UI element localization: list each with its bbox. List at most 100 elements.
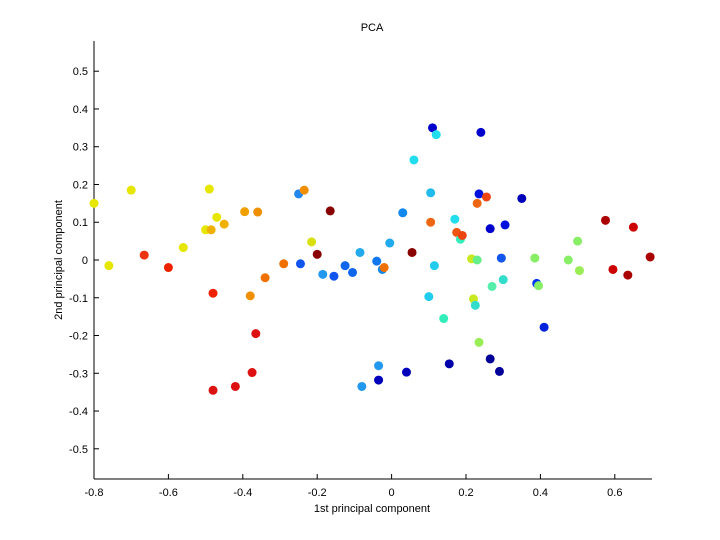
scatter-point	[385, 238, 395, 248]
y-tick-label: -0.4	[69, 406, 88, 418]
chart-title: PCA	[361, 22, 384, 34]
scatter-point	[457, 230, 467, 240]
scatter-point	[307, 237, 317, 247]
scatter-point	[374, 361, 384, 371]
scatter-point	[424, 292, 434, 302]
scatter-point	[357, 381, 367, 391]
scatter-point	[251, 329, 261, 339]
scatter-point	[340, 261, 350, 271]
x-tick-label: -0.2	[308, 487, 327, 499]
scatter-point	[299, 185, 309, 195]
scatter-point	[295, 259, 305, 269]
scatter-point	[208, 288, 218, 298]
scatter-point	[645, 252, 655, 262]
scatter-point	[247, 368, 257, 378]
y-tick-label: 0	[82, 255, 88, 267]
scatter-point	[426, 188, 436, 198]
scatter-point	[498, 275, 508, 285]
y-tick-label: -0.5	[69, 444, 88, 456]
scatter-point	[329, 271, 339, 281]
scatter-point	[279, 259, 289, 269]
scatter-point	[428, 123, 438, 133]
scatter-point	[372, 256, 382, 266]
scatter-point	[573, 236, 583, 246]
scatter-point	[450, 214, 460, 224]
scatter-point	[426, 217, 436, 227]
x-tick-label: 0.4	[533, 487, 548, 499]
y-axis-title: 2nd principal component	[53, 200, 65, 320]
scatter-point	[253, 207, 263, 217]
scatter-point	[374, 375, 384, 385]
scatter-point	[474, 189, 484, 199]
scatter-point	[563, 255, 573, 265]
y-tick-label: 0.5	[73, 66, 88, 78]
scatter-point	[240, 207, 250, 217]
y-tick-label: -0.3	[69, 368, 88, 380]
scatter-point	[444, 359, 454, 369]
scatter-point	[534, 281, 544, 291]
scatter-point	[472, 198, 482, 208]
scatter-point	[348, 267, 358, 277]
scatter-point	[104, 261, 114, 271]
scatter-point	[260, 273, 270, 283]
y-tick-label: -0.2	[69, 331, 88, 343]
scatter-point	[429, 261, 439, 271]
scatter-point	[485, 354, 495, 364]
scatter-point	[379, 263, 389, 273]
scatter-point	[139, 250, 149, 260]
scatter-point	[212, 212, 222, 222]
scatter-point	[318, 269, 328, 279]
scatter-point	[409, 155, 419, 165]
scatter-point	[398, 208, 408, 218]
scatter-point	[230, 381, 240, 391]
scatter-point	[325, 206, 335, 216]
scatter-point	[204, 184, 214, 194]
x-tick-label: 0.6	[607, 487, 622, 499]
x-tick-label: 0.2	[458, 487, 473, 499]
scatter-point	[601, 215, 610, 225]
scatter-point	[126, 185, 136, 195]
x-tick-label: 0	[389, 487, 395, 499]
scatter-point	[245, 291, 255, 301]
x-tick-label: -0.6	[159, 487, 178, 499]
y-tick-label: 0.2	[73, 179, 88, 191]
scatter-point	[439, 314, 449, 324]
scatter-point	[206, 225, 216, 235]
scatter-point	[481, 192, 491, 202]
scatter-point	[530, 253, 540, 263]
x-axis-title: 1st principal component	[314, 503, 430, 515]
scatter-point	[474, 337, 484, 347]
scatter-point	[574, 266, 584, 276]
y-tick-label: 0.3	[73, 142, 88, 154]
y-tick-label: 0.4	[73, 104, 88, 116]
scatter-point	[163, 263, 173, 273]
scatter-point	[89, 198, 99, 208]
scatter-point	[539, 322, 549, 332]
scatter-point	[208, 385, 218, 395]
scatter-point	[500, 220, 510, 230]
x-tick-label: -0.4	[233, 487, 252, 499]
scatter-point	[431, 130, 441, 140]
scatter-point	[355, 247, 365, 257]
scatter-point	[628, 222, 638, 232]
x-tick-label: -0.8	[85, 487, 104, 499]
scatter-point	[178, 243, 188, 253]
scatter-point	[312, 249, 322, 259]
scatter-point	[494, 366, 504, 376]
x-ticks: -0.8 -0.6 -0.4 -0.2 0 0.2 0.4 0.6	[85, 474, 622, 499]
scatter-point	[623, 270, 633, 280]
scatter-point	[470, 300, 480, 310]
scatter-point	[401, 367, 411, 377]
data-points	[89, 123, 655, 395]
y-tick-label: -0.1	[69, 293, 88, 305]
y-ticks: -0.5 -0.4 -0.3 -0.2 -0.1 0 0.1 0.2 0.3 0.4 0.5	[69, 66, 99, 456]
scatter-point	[608, 264, 618, 274]
scatter-point	[407, 247, 417, 257]
y-tick-label: 0.1	[73, 217, 88, 229]
scatter-point	[472, 255, 482, 265]
scatter-point	[485, 224, 495, 234]
scatter-point	[487, 281, 497, 291]
scatter-point	[476, 127, 486, 137]
scatter-point	[496, 253, 506, 263]
